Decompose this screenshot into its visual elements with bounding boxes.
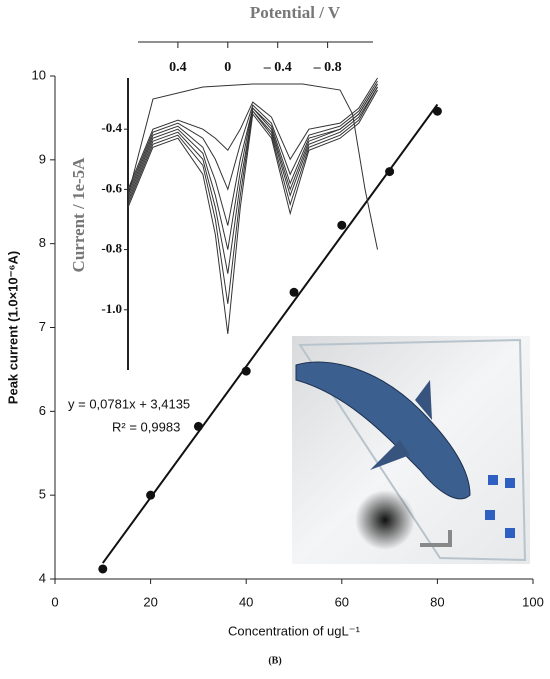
cv-curve (127, 86, 378, 274)
x-tick-label: 80 (430, 594, 444, 609)
x-tick-label: 0 (51, 594, 58, 609)
y-axis-title: Current / 1e-5A (69, 157, 88, 273)
x-tick-label: – 0.4 (263, 60, 292, 75)
data-point (98, 564, 108, 574)
data-point (337, 220, 347, 230)
x-axis-title: Potential / V (250, 3, 341, 22)
y-tick-label: 10 (32, 67, 46, 82)
x-tick-label: – 0.8 (313, 60, 342, 75)
y-axis-title: Peak current (1.0×10⁻⁶A) (5, 251, 20, 404)
data-point (193, 421, 203, 431)
x-tick-label: 20 (143, 594, 157, 609)
y-tick-label: 5 (39, 487, 46, 502)
equation: y = 0,0781x + 3,4135 (68, 396, 190, 411)
x-tick-label: 100 (522, 594, 544, 609)
data-point (146, 490, 156, 500)
x-axis-title: Concentration of ugL⁻¹ (228, 623, 361, 638)
y-tick-label: 6 (39, 403, 46, 418)
data-point (432, 106, 442, 116)
caption: (B) (268, 655, 281, 666)
y-tick-label: 9 (39, 151, 46, 166)
photo-inset (292, 336, 530, 564)
x-tick-label: 60 (335, 594, 349, 609)
cv-curve (127, 83, 379, 250)
cv-curve (127, 83, 378, 250)
y-tick-label: 4 (39, 570, 46, 585)
cv-curve (127, 86, 378, 304)
x-tick-label: 0 (224, 60, 231, 75)
cv-curve (127, 80, 378, 193)
data-point (385, 167, 395, 177)
y-tick-label: -0.4 (101, 120, 122, 135)
y-tick-label: 7 (39, 319, 46, 334)
data-point (289, 287, 299, 297)
x-tick-label: 0.4 (169, 60, 187, 75)
y-tick-label: 8 (39, 235, 46, 250)
trendline (101, 103, 439, 564)
x-tick-label: 40 (239, 594, 253, 609)
y-tick-label: -0.8 (101, 241, 122, 256)
y-tick-label: -0.6 (101, 180, 122, 195)
cv-curve (127, 89, 378, 334)
cv-curve (127, 77, 378, 190)
data-point (241, 366, 251, 376)
r-squared: R² = 0,9983 (112, 419, 180, 434)
y-tick-label: -1.0 (101, 301, 122, 316)
